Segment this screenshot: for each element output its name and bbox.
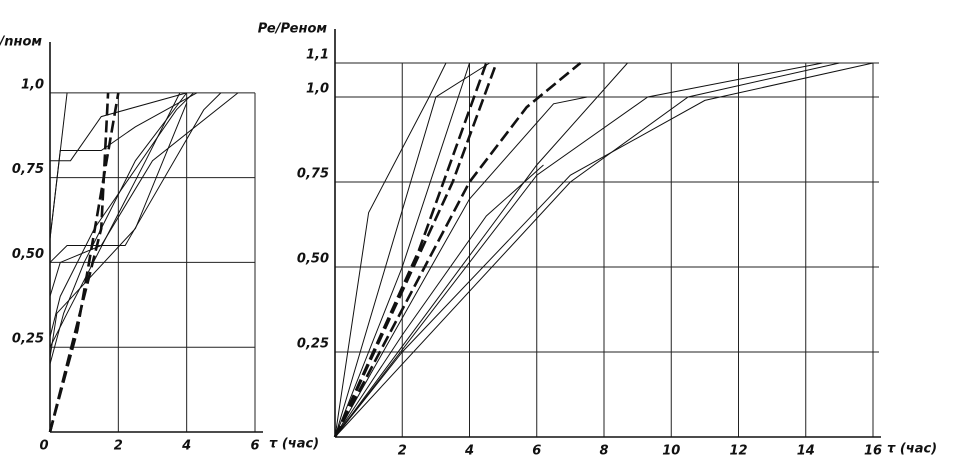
curve [334, 62, 470, 438]
x-tick-label: 10 [662, 444, 680, 459]
y-tick-label: 0,75 [12, 162, 44, 177]
curve [49, 102, 188, 358]
curve [334, 62, 447, 438]
y-axis-label: Pe/Peном [258, 22, 328, 37]
curve [49, 92, 188, 365]
curve [333, 61, 582, 438]
curve [49, 92, 194, 338]
x-tick-label: 8 [599, 444, 608, 459]
x-tick-label: 16 [864, 444, 882, 459]
curve [50, 92, 187, 162]
x-tick-label: 4 [181, 439, 191, 454]
y-tick-label: 1,1 [306, 48, 329, 63]
x-tick-label: 2 [398, 444, 407, 459]
curve [334, 164, 544, 438]
x-tick-label: 12 [729, 444, 747, 459]
curve [49, 92, 239, 297]
y-tick-label: 0,25 [297, 337, 329, 352]
y-tick-label: 0,50 [297, 252, 329, 267]
curve [334, 62, 840, 438]
y-axis-label: n/nном [0, 35, 42, 50]
curve [334, 62, 628, 438]
x-tick-label: 2 [114, 439, 123, 454]
curve [48, 92, 120, 433]
curve [334, 62, 823, 438]
curve [334, 62, 874, 438]
x-axis-label: τ (час) [269, 437, 319, 452]
curve [49, 92, 181, 348]
curve [334, 96, 588, 438]
curve [334, 62, 490, 438]
curve [333, 62, 498, 438]
x-tick-label: 0 [39, 439, 48, 454]
y-tick-label: 1,0 [21, 77, 44, 92]
x-tick-label: 6 [250, 439, 259, 454]
x-axis-label: τ (час) [887, 442, 937, 457]
y-tick-label: 0,25 [12, 332, 44, 347]
y-tick-label: 0,75 [297, 167, 329, 182]
y-tick-label: 0,50 [12, 247, 44, 262]
x-tick-label: 6 [532, 444, 541, 459]
x-tick-label: 14 [797, 444, 815, 459]
curve [49, 92, 198, 239]
curve [49, 92, 222, 263]
curve [49, 92, 68, 239]
x-tick-label: 4 [464, 444, 474, 459]
y-tick-label: 1,0 [306, 82, 329, 97]
